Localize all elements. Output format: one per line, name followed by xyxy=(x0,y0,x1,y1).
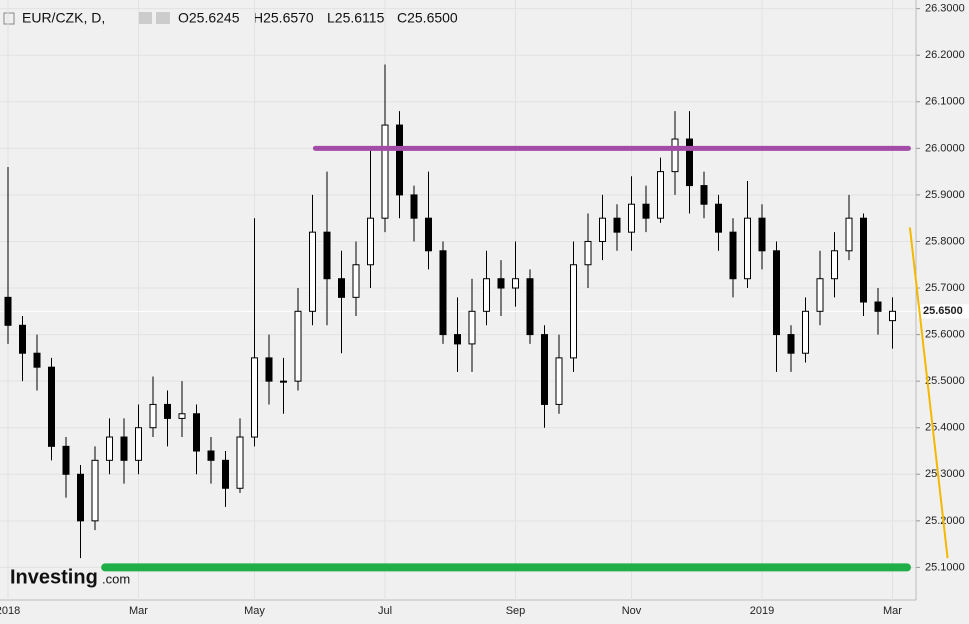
candle-body xyxy=(845,217,853,252)
candle-body xyxy=(149,403,157,429)
candle-body xyxy=(410,194,418,219)
candle-body xyxy=(33,352,41,368)
candle-body xyxy=(280,380,287,383)
candle-body xyxy=(236,436,244,489)
candle-body xyxy=(758,217,766,252)
candle-body xyxy=(468,310,476,345)
y-tick-label: 25.3000 xyxy=(925,468,965,480)
trend-line xyxy=(908,227,949,559)
x-tick-label: May xyxy=(244,605,265,617)
candle-body xyxy=(62,445,70,475)
candle-body xyxy=(454,334,461,345)
y-tick-label: 25.6000 xyxy=(925,329,965,341)
last-price-label: 25.6500 xyxy=(923,305,963,317)
y-tick-label: 25.5000 xyxy=(925,375,965,387)
candle-body xyxy=(164,403,171,419)
x-tick-label: 2018 xyxy=(0,605,20,617)
candle-body xyxy=(497,278,505,289)
candle-body xyxy=(425,217,432,252)
y-tick-label: 25.7000 xyxy=(925,282,965,294)
candle-body xyxy=(744,217,751,280)
candle-body xyxy=(106,436,113,461)
y-tick-label: 25.8000 xyxy=(925,235,965,247)
candle-body xyxy=(686,138,693,187)
candle-body xyxy=(294,310,302,382)
last-price-box xyxy=(917,304,969,319)
candle-body xyxy=(671,138,679,173)
collapse-icon[interactable] xyxy=(3,12,15,25)
ohlc-open: O25.6245 xyxy=(178,10,240,26)
ohlc-low: L25.6115 xyxy=(327,10,385,26)
candle-body xyxy=(874,301,882,312)
x-tick-label: Jul xyxy=(378,605,392,617)
candle-body xyxy=(323,231,331,280)
candle-body xyxy=(352,264,360,298)
x-tick-label: Mar xyxy=(883,605,902,617)
candle-body xyxy=(512,278,519,289)
y-tick-label: 26.2000 xyxy=(925,49,965,61)
candle-body xyxy=(222,459,229,489)
candle-body xyxy=(613,217,621,233)
candle-body xyxy=(381,124,389,219)
candle-body xyxy=(4,296,12,326)
candle-body xyxy=(439,250,447,336)
candle-body xyxy=(338,278,345,298)
x-tick-label: Mar xyxy=(129,605,148,617)
candle-body xyxy=(483,278,490,312)
logo: Investing xyxy=(10,566,98,588)
candle-body xyxy=(367,217,374,266)
eye-icon[interactable] xyxy=(138,12,152,24)
candle-body xyxy=(860,217,867,303)
candle-body xyxy=(628,203,635,233)
ohlc-close: C25.6500 xyxy=(397,10,458,26)
candle-body xyxy=(309,231,316,312)
candle-body xyxy=(555,357,563,405)
candle-body xyxy=(831,250,838,280)
candle-body xyxy=(599,217,606,242)
y-tick-label: 25.4000 xyxy=(925,422,965,434)
logo-suffix: .com xyxy=(102,571,130,586)
candle-body xyxy=(816,278,824,312)
candle-body xyxy=(19,324,26,354)
candle-body xyxy=(251,357,258,438)
candle-body xyxy=(135,427,142,461)
x-tick-label: Sep xyxy=(506,605,526,617)
candle-body xyxy=(642,203,650,219)
candle-body xyxy=(584,240,592,266)
candle-body xyxy=(178,413,186,419)
candle-body xyxy=(729,231,737,280)
candle-body xyxy=(193,413,200,452)
candle-body xyxy=(541,334,548,405)
symbol: EUR/CZK, D, xyxy=(22,10,105,26)
candle-body xyxy=(207,450,215,461)
x-tick-label: Nov xyxy=(622,605,642,617)
candle-body xyxy=(889,310,896,322)
candle-body xyxy=(700,185,708,205)
x-tick-label: 2019 xyxy=(750,605,774,617)
candle-body xyxy=(773,250,780,336)
y-tick-label: 25.2000 xyxy=(925,515,965,527)
settings-icon[interactable] xyxy=(156,12,170,24)
candle-body xyxy=(120,436,128,461)
candle-body xyxy=(802,310,809,354)
candle-body xyxy=(787,334,795,354)
candle-body xyxy=(526,278,534,336)
candle-body xyxy=(265,357,273,382)
candle-body xyxy=(715,203,722,233)
candle-body xyxy=(570,264,577,359)
y-tick-label: 26.3000 xyxy=(925,3,965,15)
ohlc-high: H25.6570 xyxy=(253,10,314,26)
candle-body xyxy=(396,124,403,196)
y-tick-label: 25.1000 xyxy=(925,561,965,573)
candle-body xyxy=(91,459,99,522)
y-tick-label: 25.9000 xyxy=(925,189,965,201)
y-tick-label: 26.1000 xyxy=(925,96,965,108)
candle-body xyxy=(48,366,55,447)
candle-body xyxy=(657,171,664,219)
y-tick-label: 26.0000 xyxy=(925,142,965,154)
candle-body xyxy=(77,473,84,522)
